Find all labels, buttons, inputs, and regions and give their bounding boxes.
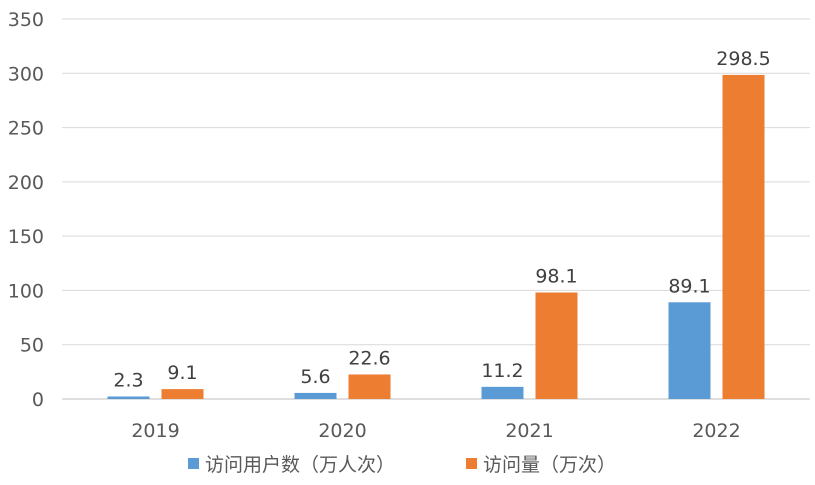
x-tick-label: 2020: [318, 420, 366, 442]
legend-label: 访问量（万次）: [483, 454, 616, 476]
bar-users-2021: [481, 386, 524, 399]
y-tick-label: 350: [8, 9, 44, 31]
data-label: 298.5: [716, 48, 770, 70]
y-tick-label: 0: [32, 389, 44, 411]
y-tick-label: 250: [8, 118, 44, 140]
y-tick-label: 50: [20, 335, 44, 357]
data-label: 9.1: [167, 362, 197, 384]
bar-visits-2020: [348, 374, 391, 399]
bar-visits-2021: [535, 292, 578, 399]
bar-users-2022: [668, 302, 711, 399]
legend: 访问用户数（万人次） 访问量（万次）: [188, 454, 616, 476]
gridlines: [62, 18, 810, 400]
data-label: 11.2: [481, 360, 523, 382]
data-label: 2.3: [113, 370, 143, 392]
y-tick-label: 200: [8, 172, 44, 194]
bar-users-2020: [294, 392, 337, 399]
data-label: 22.6: [348, 347, 390, 369]
y-tick-label: 100: [8, 280, 44, 302]
y-tick-label: 300: [8, 63, 44, 85]
bar-visits-2019: [161, 389, 204, 399]
x-tick-label: 2021: [505, 420, 553, 442]
data-label: 89.1: [668, 275, 710, 297]
x-axis: 2019 2020 2021 2022: [131, 420, 740, 442]
bar-users-2019: [107, 396, 150, 399]
legend-swatch-users: [188, 458, 199, 469]
x-tick-label: 2019: [131, 420, 179, 442]
data-label: 98.1: [535, 265, 577, 287]
legend-swatch-visits: [466, 458, 477, 469]
data-label: 5.6: [300, 366, 330, 388]
y-axis: 0 50 100 150 200 250 300 350: [8, 9, 44, 411]
bar-visits-2022: [722, 74, 765, 400]
data-labels: 2.3 9.1 5.6 22.6 11.2 98.1 89.1 298.5: [113, 48, 770, 392]
legend-label: 访问用户数（万人次）: [205, 454, 395, 476]
x-tick-label: 2022: [692, 420, 740, 442]
bars: [107, 74, 765, 400]
y-tick-label: 150: [8, 226, 44, 248]
